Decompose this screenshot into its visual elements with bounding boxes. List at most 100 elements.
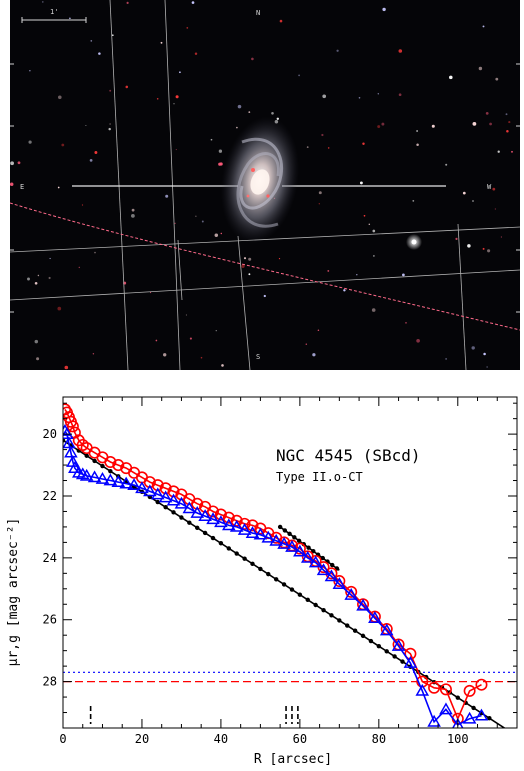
- star-dot: [416, 338, 420, 343]
- star-dot: [163, 353, 167, 357]
- star-dot: [210, 138, 213, 141]
- star-dot: [215, 330, 217, 332]
- scale-bar-label: 1': [50, 8, 58, 16]
- star-dot: [78, 266, 81, 269]
- star-dot: [111, 34, 114, 37]
- star-dot: [306, 146, 309, 149]
- star-dot: [462, 191, 466, 195]
- star-dot: [318, 191, 322, 195]
- star-dot: [478, 66, 483, 71]
- edge-ticks: [10, 63, 520, 313]
- star-dot: [305, 343, 308, 345]
- star-dot: [241, 264, 245, 268]
- star-dot: [58, 95, 62, 100]
- fit-line-outer: [279, 526, 340, 571]
- data-point-g: [222, 518, 236, 531]
- star-dot: [312, 353, 316, 357]
- star-dot: [248, 273, 251, 276]
- data-point-r: [463, 684, 476, 697]
- star-dot: [343, 289, 346, 292]
- star-dot: [298, 74, 300, 77]
- data-point-g: [214, 515, 228, 528]
- star-dot: [471, 346, 475, 350]
- chart-title: NGC 4545 (SBcd): [276, 446, 421, 465]
- x-tick-label: 60: [293, 732, 307, 746]
- x-tick-label: 100: [447, 732, 469, 746]
- data-point-g: [119, 476, 133, 489]
- data-point-g: [166, 493, 181, 506]
- data-point-g: [198, 509, 212, 521]
- star-dot: [492, 187, 496, 191]
- star-dot: [377, 125, 381, 129]
- star-dot: [195, 215, 197, 217]
- data-point-g: [68, 461, 82, 474]
- star-dot: [90, 40, 93, 42]
- star-dot: [185, 314, 187, 316]
- data-point-g: [135, 481, 149, 494]
- y-tick-label: 24: [43, 551, 57, 565]
- data-point-g: [285, 540, 299, 552]
- galaxy: [220, 116, 300, 244]
- star-dot: [126, 1, 129, 4]
- star-dot: [482, 247, 485, 250]
- star-dot: [505, 113, 508, 116]
- star-dot: [29, 70, 31, 72]
- data-point-g: [415, 683, 430, 696]
- star-dot: [27, 277, 30, 281]
- star-dot: [155, 339, 158, 342]
- data-point-g: [324, 569, 339, 582]
- star-dot: [150, 292, 152, 294]
- star-dot: [98, 52, 101, 55]
- star-dot: [85, 124, 87, 127]
- star-dot: [358, 96, 361, 99]
- star-dot: [175, 149, 177, 151]
- star-dot: [48, 276, 51, 280]
- star-dot: [94, 151, 98, 154]
- data-point-g: [63, 427, 74, 439]
- data-point-g: [452, 717, 464, 728]
- data-point-g: [300, 550, 315, 563]
- data-point-g: [103, 473, 118, 486]
- star-dot: [278, 258, 281, 260]
- scale-bar: 1': [21, 8, 87, 23]
- star-dot: [472, 122, 477, 126]
- star-dot: [156, 98, 159, 100]
- star-dot: [10, 161, 14, 166]
- x-tick-label: 20: [135, 732, 149, 746]
- star-dot: [327, 269, 330, 272]
- plot-frame: [62, 396, 518, 729]
- star-dot: [445, 358, 447, 360]
- star-dot: [398, 49, 403, 53]
- bright-star: [406, 234, 422, 250]
- star-dot: [405, 322, 407, 324]
- star-dot: [61, 143, 65, 147]
- data-point-g: [253, 527, 268, 540]
- star-dot: [455, 237, 458, 240]
- chart-subtitle: Type II.o-CT: [276, 470, 363, 484]
- star-dot: [237, 104, 242, 109]
- star-dot: [412, 200, 415, 202]
- star-dot: [218, 149, 223, 153]
- data-point-g: [261, 530, 276, 543]
- data-point-g: [182, 501, 197, 514]
- star-dot: [174, 222, 176, 224]
- star-dot: [10, 182, 14, 187]
- star-dot: [336, 49, 339, 52]
- star-dot: [49, 257, 51, 260]
- star-dot: [236, 126, 238, 129]
- star-dot: [160, 41, 163, 44]
- star-dot: [483, 352, 486, 356]
- star-dot: [472, 200, 474, 202]
- star-dot: [263, 294, 266, 298]
- star-dot: [191, 1, 195, 4]
- data-point-g: [293, 544, 307, 557]
- star-dot: [398, 93, 402, 97]
- star-dot: [200, 356, 203, 359]
- data-point-g: [344, 587, 358, 600]
- data-point-g: [368, 611, 382, 624]
- star-dot: [34, 281, 38, 285]
- star-dot: [92, 353, 95, 355]
- star-dot: [189, 337, 192, 340]
- star-dot: [220, 232, 223, 235]
- galaxy-image: 1' N S E W: [10, 0, 520, 370]
